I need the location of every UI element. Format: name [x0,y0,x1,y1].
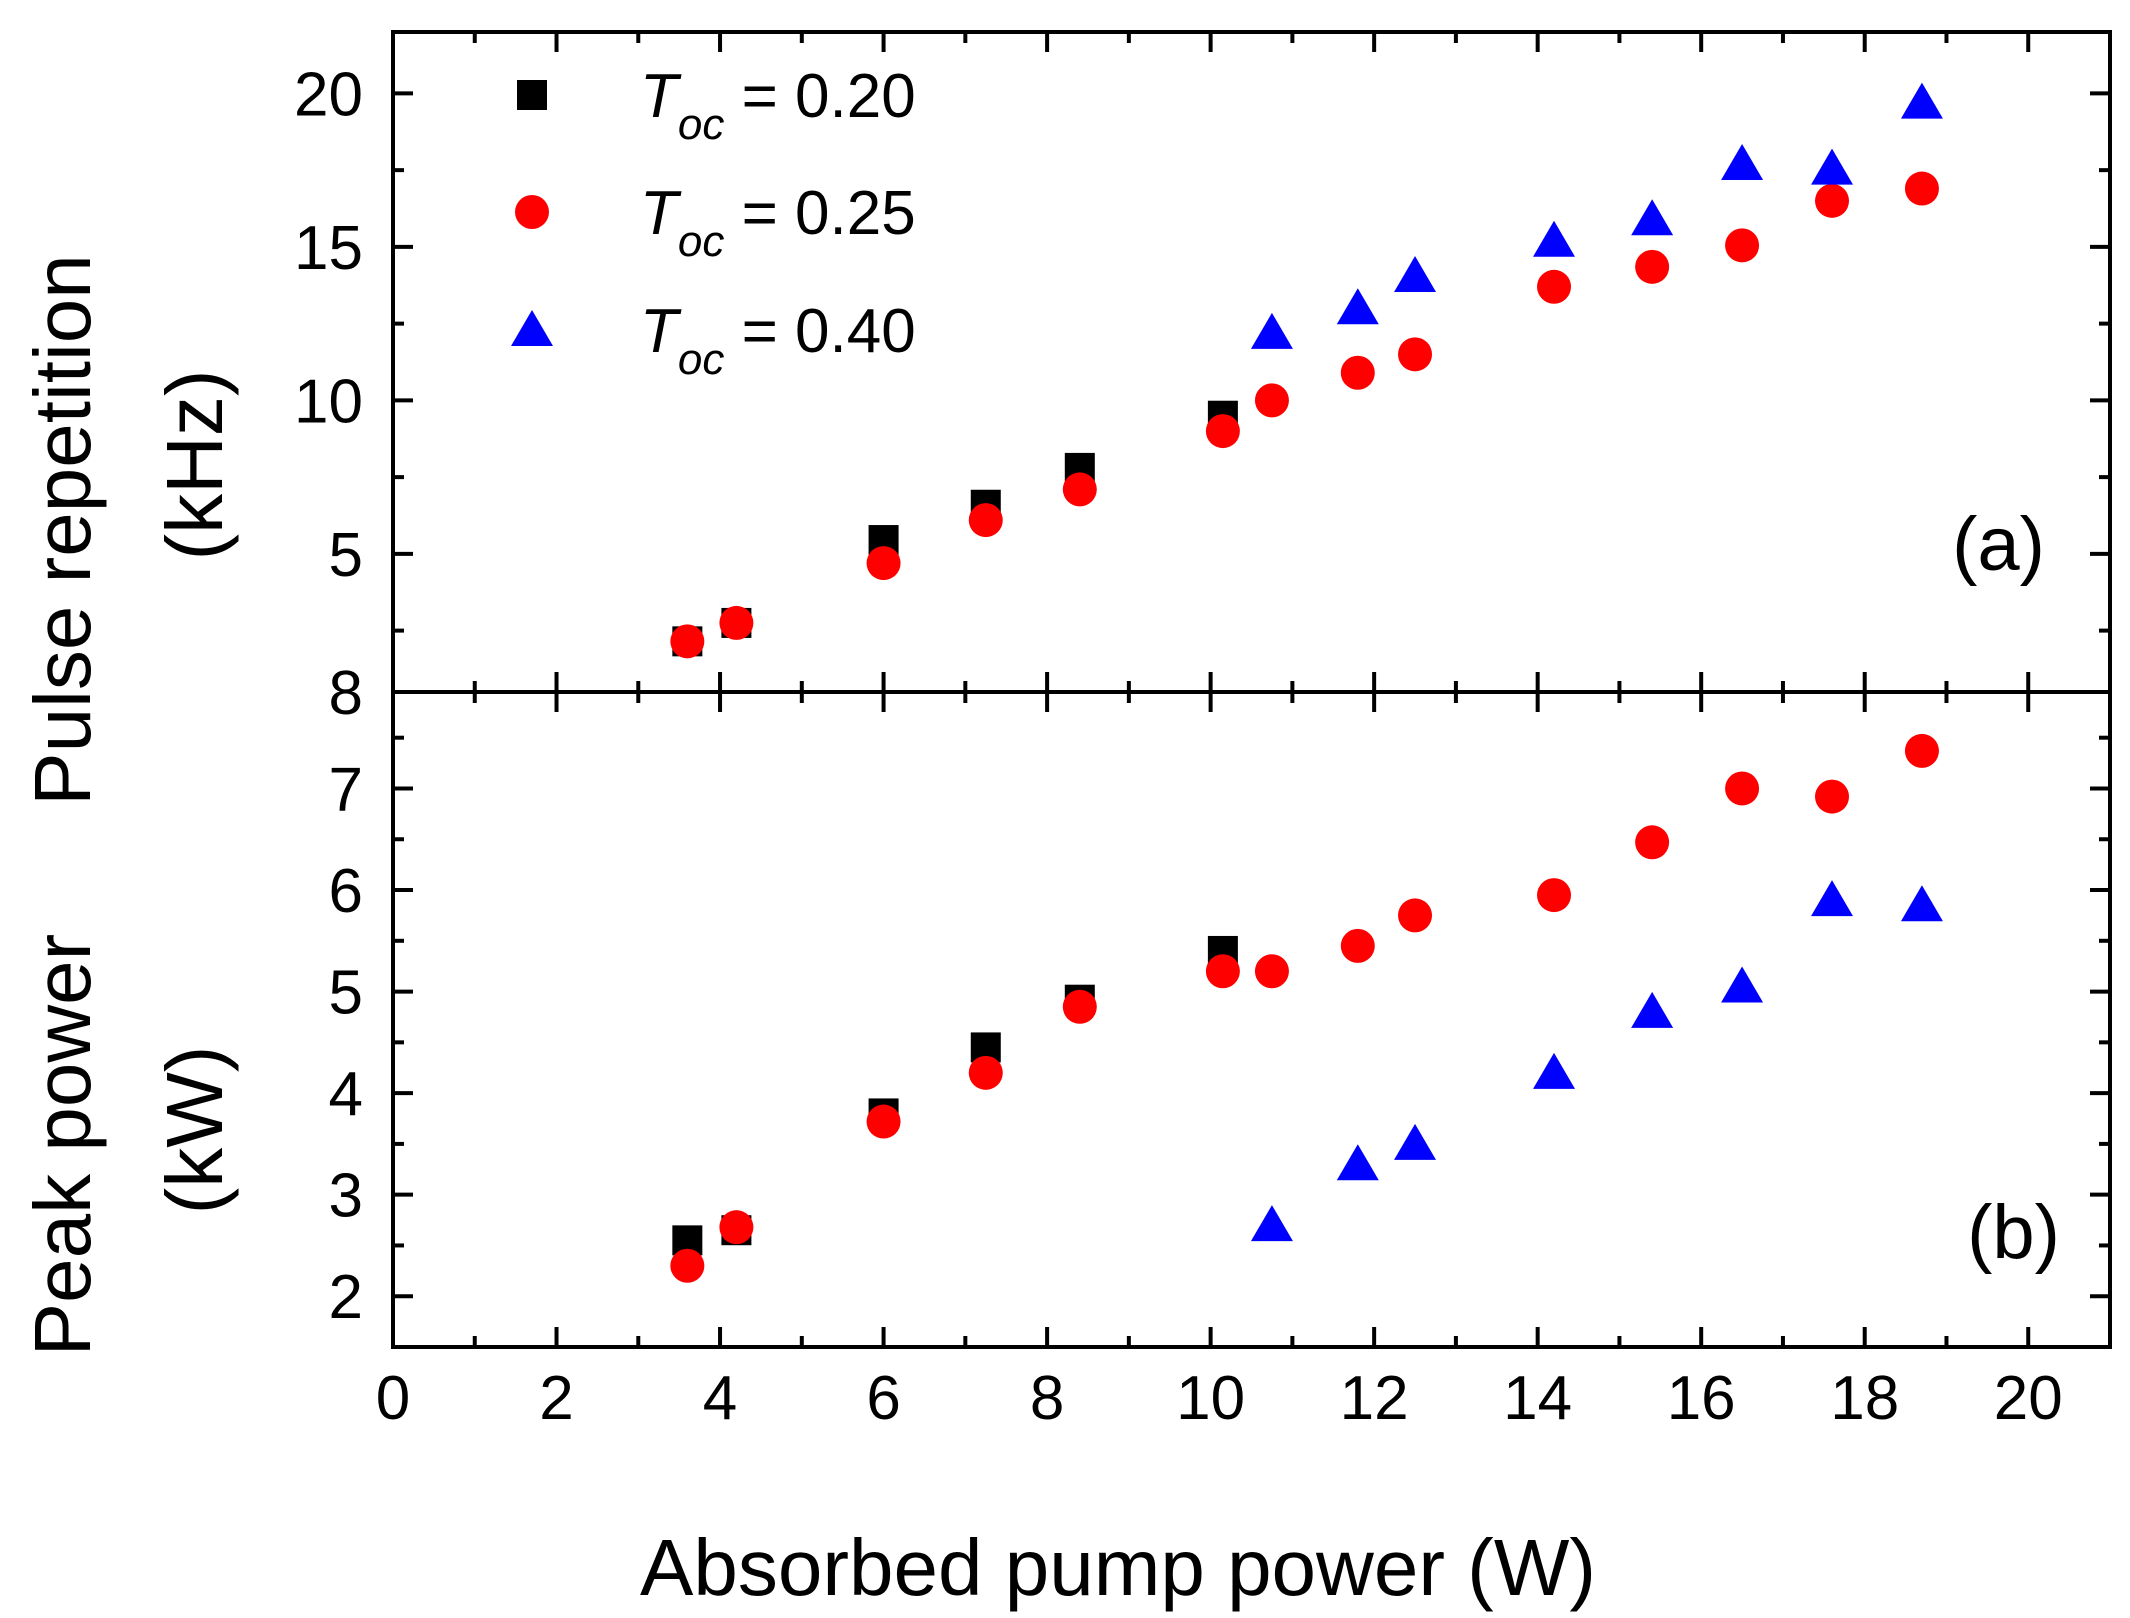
triangle-point-a [1721,144,1764,180]
x-tick-label: 12 [1340,1364,1409,1433]
circle-point-b [1815,779,1850,814]
triangle-point-b [1631,991,1674,1028]
circle-point-a [1815,183,1850,218]
y-tick-label-a: 15 [294,214,363,283]
legend-symbol: T [640,179,682,248]
legend-subscript: oc [678,217,724,266]
plot-frame-b [391,690,2112,1349]
legend-square-marker [517,80,547,110]
triangle-point-b [1394,1123,1437,1160]
x-tick-label: 10 [1176,1364,1245,1433]
circle-point-a [866,546,901,581]
x-tick-label: 6 [866,1364,900,1433]
triangle-point-a [1631,199,1674,236]
y-tick-label-b: 3 [329,1162,363,1231]
legend-label: Toc = 0.20 [640,62,916,149]
y-axis-title-a-line1: Pulse repetition [18,254,107,805]
axis-ticks [391,32,2110,1349]
circle-point-a [968,503,1003,538]
circle-point-a [1254,383,1289,418]
triangle-point-a [1250,312,1293,349]
y-tick-label-a: 20 [294,60,363,129]
panel-label-a: (a) [1952,502,2045,587]
circle-point-a [1725,228,1760,263]
x-tick-label: 20 [1994,1364,2063,1433]
circle-point-b [1062,989,1097,1024]
circle-point-b [1725,771,1760,806]
legend-symbol: T [640,62,682,131]
legend-label: Toc = 0.40 [640,297,916,384]
x-tick-label: 0 [376,1364,410,1433]
legend-value: = 0.40 [724,297,915,366]
circle-point-a [1398,337,1433,372]
triangle-point-a [1811,148,1854,185]
x-tick-label: 2 [539,1364,573,1433]
x-tick-label: 16 [1667,1364,1736,1433]
circle-point-b [1340,928,1375,963]
triangle-point-a [1533,220,1576,257]
circle-point-b [1904,733,1939,768]
x-axis-title: Absorbed pump power (W) [640,1523,1596,1612]
circle-point-a [1537,269,1572,304]
circle-point-b [719,1210,754,1245]
circle-point-b [1205,954,1240,989]
plot-frames [391,30,2112,1349]
triangle-point-a [1336,288,1379,325]
triangle-point-b [1811,880,1854,917]
circle-point-b [866,1104,901,1139]
triangle-point-b [1250,1205,1293,1242]
y-axis-title-b-line2: (kW) [150,1046,239,1215]
panel-label-b: (b) [1967,1190,2060,1275]
circle-point-b [968,1055,1003,1090]
circle-point-b [1398,898,1433,933]
y-tick-label-boundary: 8 [329,659,363,728]
y-tick-label-b: 5 [329,959,363,1028]
legend-subscript: oc [678,335,724,384]
x-tick-label: 4 [703,1364,737,1433]
triangle-point-b [1336,1144,1379,1181]
legend-value: = 0.25 [724,179,915,248]
x-tick-label: 8 [1030,1364,1064,1433]
triangle-point-b [1721,966,1764,1003]
y-tick-label-b: 4 [329,1060,363,1129]
legend-symbol: T [640,297,682,366]
y-tick-label-b: 6 [329,857,363,926]
circle-point-a [1635,249,1670,284]
circle-point-b [1537,878,1572,913]
circle-point-a [1340,355,1375,390]
legend-subscript: oc [678,100,724,149]
circle-point-a [670,624,705,659]
legend-label: Toc = 0.25 [640,179,916,266]
y-tick-label-b: 7 [329,755,363,824]
circle-point-b [1254,954,1289,989]
y-tick-label-b: 2 [329,1263,363,1332]
x-tick-label: 14 [1503,1364,1572,1433]
x-tick-label: 18 [1830,1364,1899,1433]
circle-point-b [670,1248,705,1283]
circle-point-a [1904,171,1939,206]
y-axis-title-b-line1: Peak power [18,934,107,1356]
circle-point-b [1635,825,1670,860]
circle-point-a [719,605,754,640]
legend-circle-marker [515,195,549,229]
y-tick-label-a: 5 [329,521,363,590]
triangle-point-b [1533,1052,1576,1089]
triangle-point-b [1900,885,1943,922]
legend-triangle-marker [511,310,553,346]
y-tick-label-a: 10 [294,367,363,436]
triangle-point-a [1900,82,1943,119]
circle-point-a [1205,414,1240,449]
data-points [670,82,1943,1283]
circle-point-a [1062,472,1097,507]
triangle-point-a [1394,256,1437,293]
legend-value: = 0.20 [724,62,915,131]
y-axis-title-a-line2: (kHz) [150,369,239,560]
